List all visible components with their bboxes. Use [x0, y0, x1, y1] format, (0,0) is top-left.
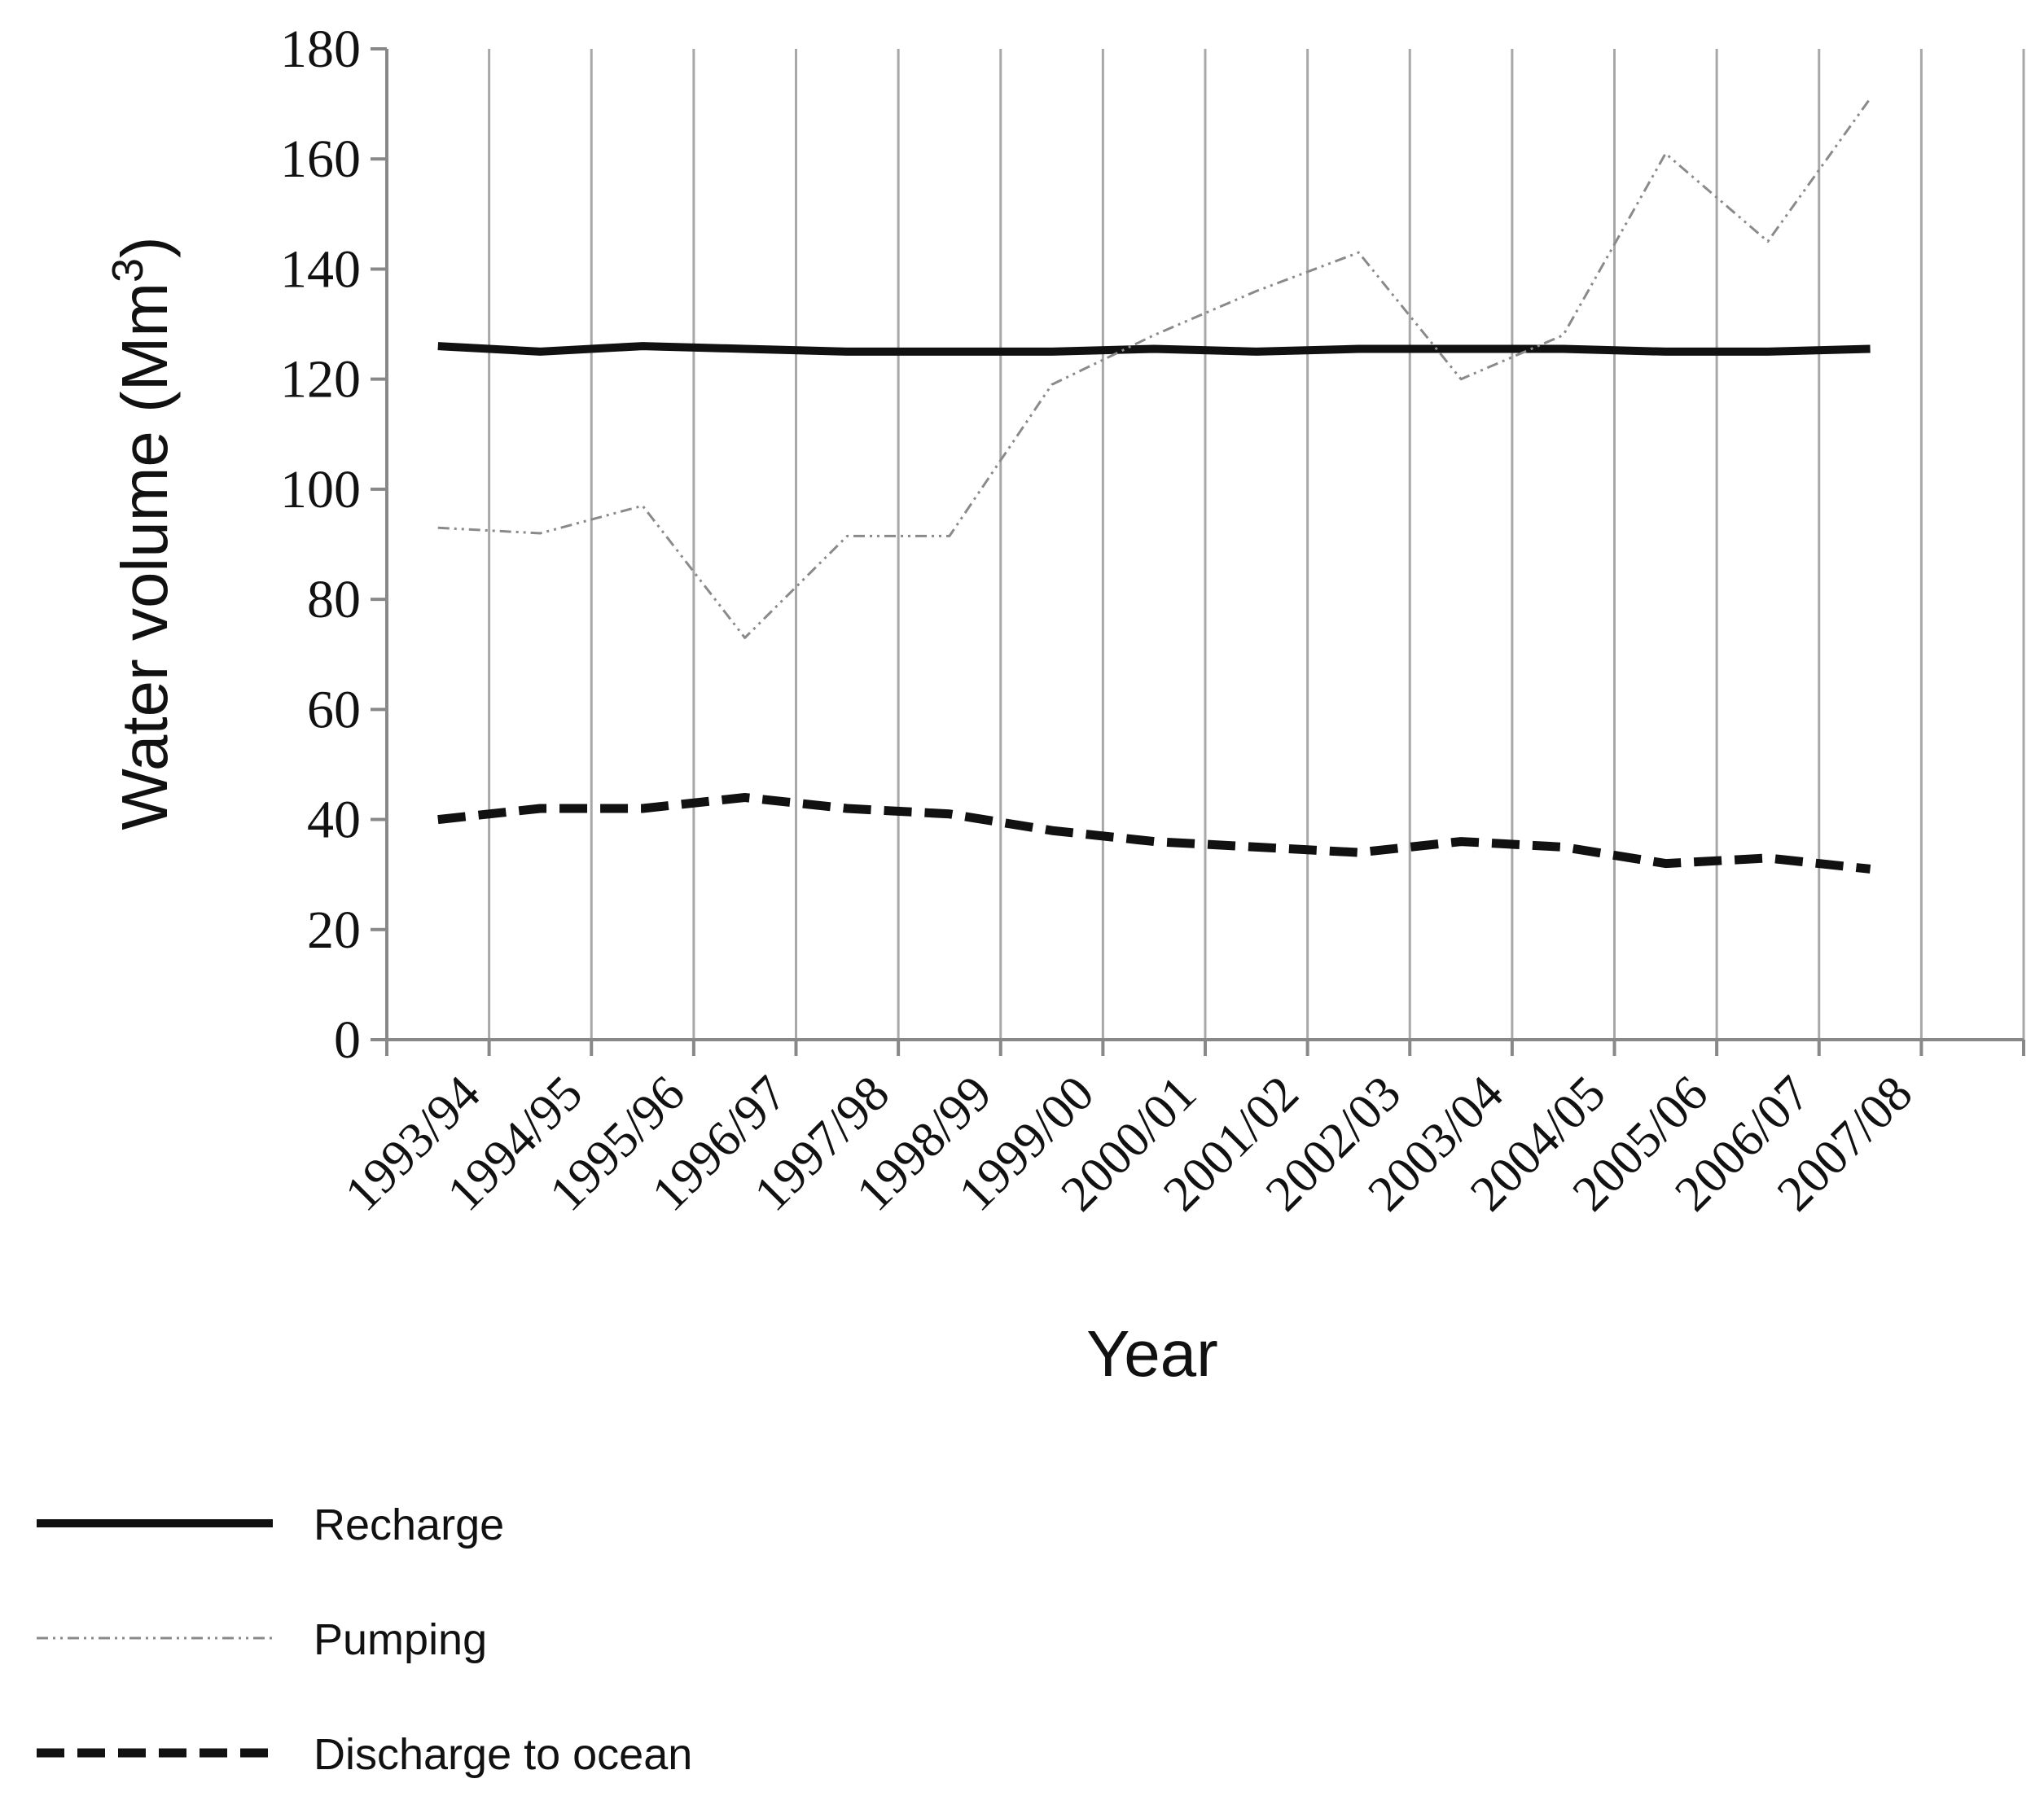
y-tick-label: 100	[280, 460, 361, 519]
y-axis-title: Water volume (Mm3)	[103, 236, 181, 830]
x-axis-title: Year	[1086, 1317, 1218, 1390]
vertical-gridlines	[488, 49, 2025, 1040]
y-tick-label: 20	[307, 900, 361, 960]
legend-label: Discharge to ocean	[314, 1730, 692, 1779]
y-axis-ticks: 0 20 40 60 80 100 120 140 160 180	[280, 20, 387, 1070]
y-tick-label: 40	[307, 791, 361, 850]
series-pumping-line	[437, 98, 1871, 639]
y-tick-label: 180	[280, 20, 361, 79]
y-tick-label: 140	[280, 239, 361, 299]
series-discharge-to-ocean-line	[437, 793, 1871, 874]
legend-label: Recharge	[314, 1501, 504, 1549]
series-lines	[437, 98, 1871, 874]
y-tick-label: 80	[307, 570, 361, 629]
y-tick-label: 160	[280, 129, 361, 189]
series-recharge-line	[437, 342, 1871, 356]
y-tick-label: 120	[280, 350, 361, 410]
y-tick-label: 0	[334, 1010, 361, 1070]
y-tick-label: 60	[307, 680, 361, 739]
legend: Recharge Pumping Discharge to ocean	[37, 1501, 692, 1779]
x-axis-ticks: 1993/941994/951995/961996/971997/981998/…	[335, 1040, 2025, 1222]
legend-label: Pumping	[314, 1615, 487, 1664]
